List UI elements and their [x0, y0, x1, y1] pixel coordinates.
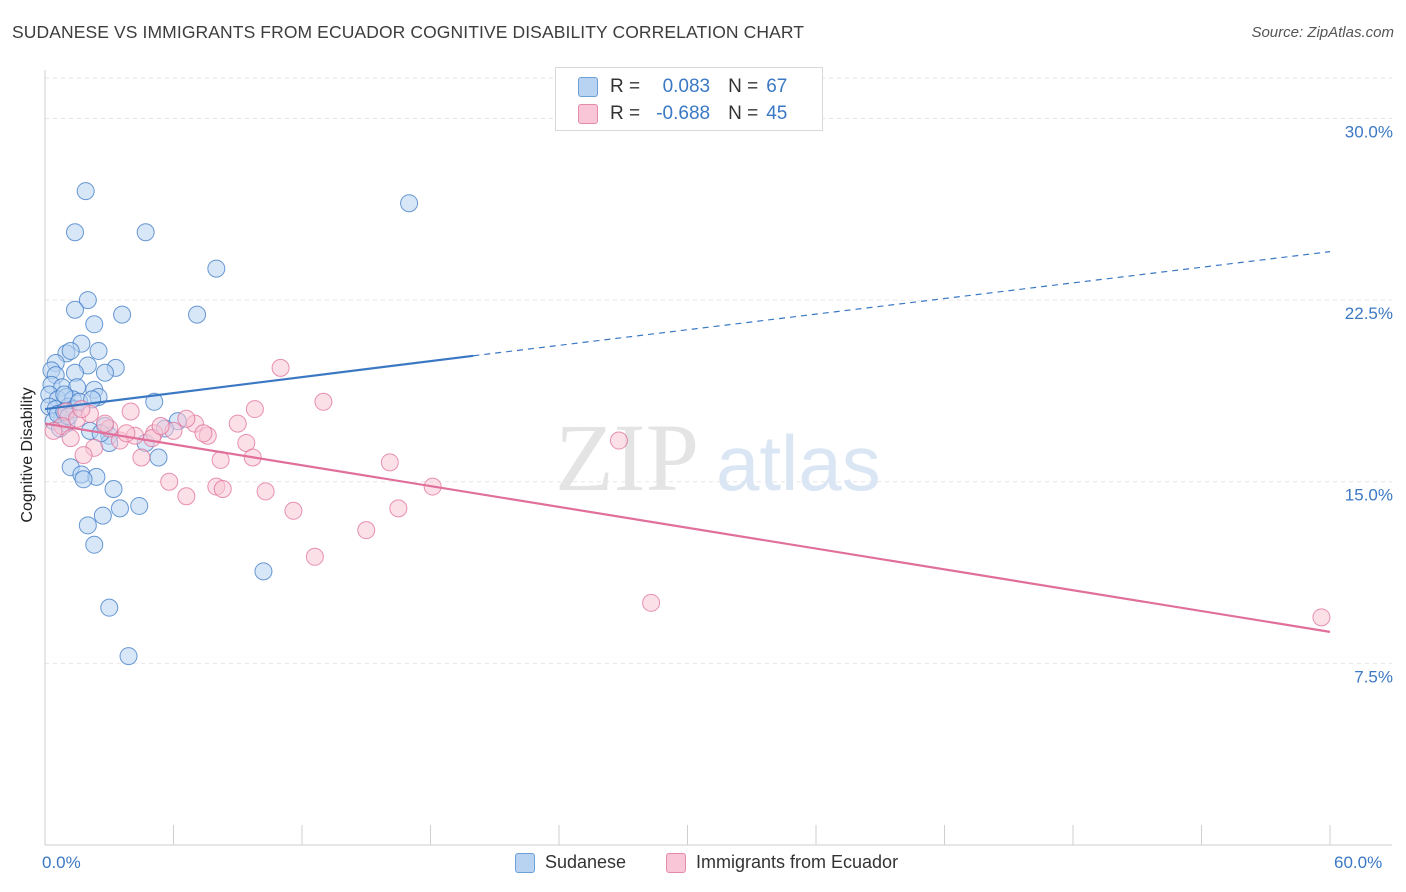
ecuador-point	[194, 424, 213, 443]
ecuador-point	[314, 392, 333, 411]
ecuador-point	[160, 472, 179, 491]
ecuador-point	[132, 448, 151, 467]
y-tick-label: 30.0%	[1345, 122, 1393, 141]
sudanese-point	[76, 182, 95, 201]
ecuador-point	[117, 424, 136, 443]
sudanese-point	[104, 479, 123, 498]
sudanese-point	[85, 315, 104, 334]
sudanese-point	[100, 598, 119, 617]
chart-source: Source: ZipAtlas.com	[1251, 24, 1394, 41]
sudanese-point	[65, 300, 84, 319]
ecuador-point	[213, 479, 232, 498]
legend-row-sudanese: R = 0.083 N = 67	[578, 74, 787, 100]
sudanese-point	[65, 223, 84, 242]
sudanese-point	[119, 647, 138, 666]
sudanese-trend-line	[44, 354, 474, 411]
legend-row-ecuador: R = -0.688 N = 45	[578, 101, 787, 127]
sudanese-swatch	[578, 77, 598, 97]
sudanese-point	[89, 341, 108, 360]
y-tick-labels: 30.0% 22.5% 15.0% 7.5%	[1345, 122, 1393, 686]
sudanese-point	[110, 499, 129, 518]
bottom-legend-ecuador: Immigrants from Ecuador	[666, 852, 898, 873]
sudanese-point	[113, 305, 132, 324]
n-label: N =	[728, 76, 759, 97]
sudanese-legend-label: Sudanese	[545, 852, 627, 872]
sudanese-point	[74, 470, 93, 489]
ecuador-point	[380, 453, 399, 472]
sudanese-point	[78, 516, 97, 535]
ecuador-point	[151, 417, 170, 436]
ecuador-point	[1312, 608, 1331, 627]
sudanese-point	[130, 496, 149, 515]
bottom-legend-sudanese: Sudanese	[515, 852, 626, 873]
ecuador-point	[609, 431, 628, 450]
watermark-atlas: atlas	[716, 419, 881, 507]
gridlines	[45, 77, 1392, 664]
sudanese-point	[93, 506, 112, 525]
ecuador-swatch	[578, 104, 598, 124]
sudanese-point	[254, 562, 273, 581]
ecuador-point	[74, 446, 93, 465]
ecuador-point	[121, 402, 140, 421]
sudanese-point	[78, 291, 97, 310]
sudanese-point	[400, 194, 419, 213]
axes	[44, 70, 1392, 846]
trend-lines	[44, 251, 1331, 633]
ecuador-point	[389, 499, 408, 518]
ecuador-r-value: -0.688	[656, 103, 711, 124]
ecuador-point	[357, 521, 376, 540]
y-tick-label: 15.0%	[1345, 486, 1393, 505]
r-label: R =	[610, 103, 641, 124]
sudanese-point	[188, 305, 207, 324]
watermark: ZIP atlas	[555, 404, 881, 511]
ecuador-point	[271, 358, 290, 377]
ecuador-point	[228, 414, 247, 433]
ecuador-point	[256, 482, 275, 501]
ecuador-point	[642, 593, 661, 612]
ecuador-point	[177, 409, 196, 428]
y-tick-label: 7.5%	[1354, 667, 1393, 686]
ecuador-trend-line	[44, 422, 1331, 633]
ecuador-legend-swatch	[666, 852, 686, 873]
sudanese-legend-swatch	[515, 852, 535, 873]
sudanese-point	[95, 363, 114, 382]
sudanese-point	[55, 385, 74, 404]
sudanese-point	[136, 223, 155, 242]
x-tick-max: 60.0%	[1334, 853, 1383, 872]
ecuador-n-value: 45	[766, 103, 788, 124]
ecuador-point	[305, 547, 324, 566]
sudanese-point	[207, 259, 226, 278]
y-axis-label: Cognitive Disability	[19, 387, 36, 523]
sudanese-point	[149, 448, 168, 467]
sudanese-trend-extension	[473, 251, 1331, 357]
sudanese-r-value: 0.083	[662, 76, 711, 97]
watermark-zip: ZIP	[555, 404, 699, 511]
ecuador-point	[61, 429, 80, 448]
sudanese-point	[145, 392, 164, 411]
chart-title: SUDANESE VS IMMIGRANTS FROM ECUADOR COGN…	[12, 22, 805, 42]
stats-legend: R = 0.083 N = 67 R = -0.688 N = 45	[555, 67, 823, 131]
n-label: N =	[728, 103, 759, 124]
ecuador-legend-label: Immigrants from Ecuador	[696, 852, 899, 872]
sudanese-point	[61, 341, 80, 360]
sudanese-n-value: 67	[766, 76, 788, 97]
x-tick-min: 0.0%	[42, 853, 81, 872]
y-tick-label: 22.5%	[1345, 304, 1393, 323]
sudanese-point	[85, 535, 104, 554]
ecuador-point	[95, 414, 114, 433]
ecuador-point	[177, 487, 196, 506]
ecuador-point	[245, 400, 264, 419]
r-label: R =	[610, 76, 641, 97]
ecuador-point	[284, 501, 303, 520]
